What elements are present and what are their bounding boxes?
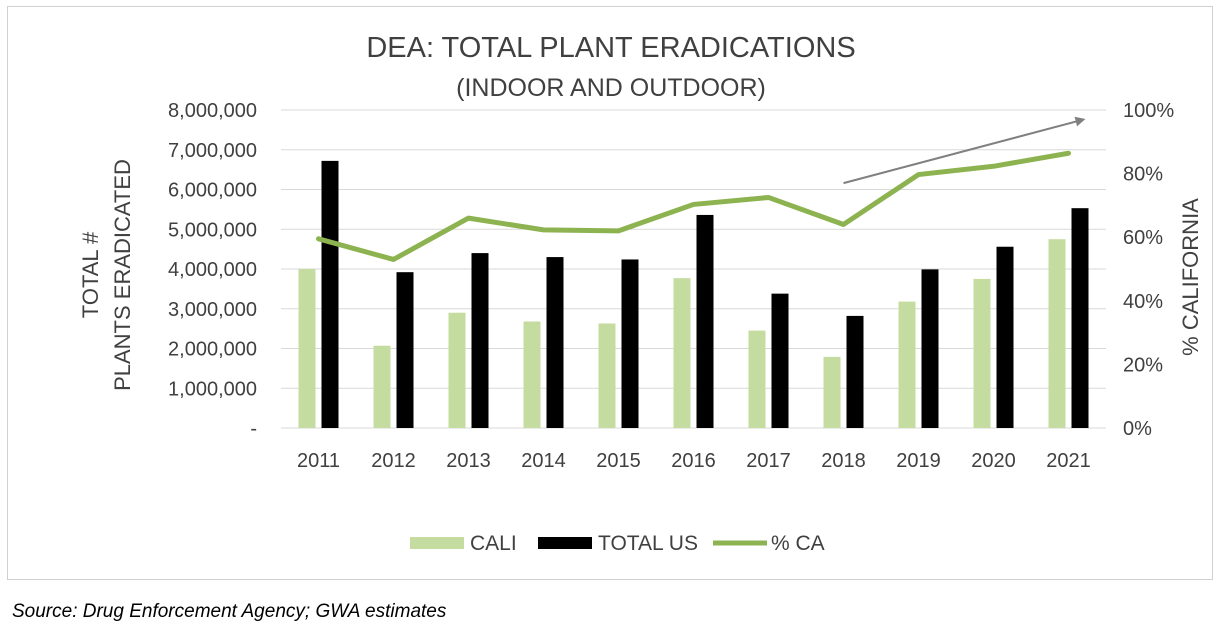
legend-label-pct-ca: % CA: [771, 532, 825, 555]
y-tick-label: 2,000,000: [168, 339, 257, 361]
y-tick-label: 1,000,000: [168, 378, 257, 400]
trend-arrow: [843, 116, 1086, 185]
legend-label-cali: CALI: [470, 532, 517, 555]
y-tick-label: 6,000,000: [168, 180, 257, 202]
legend-swatch-total-us: [538, 537, 592, 549]
legend-swatch-cali: [410, 537, 464, 549]
bar-cali-2013: [448, 312, 466, 428]
bar-cali-2017: [748, 330, 766, 428]
x-tick-label: 2011: [297, 450, 340, 472]
y-axis-label-line2: PLANTS ERADICATED: [110, 159, 135, 391]
bar-total-us-2021: [1071, 208, 1089, 428]
bar-cali-2019: [898, 301, 916, 428]
bar-cali-2015: [598, 323, 616, 428]
bar-total-us-2019: [921, 269, 939, 428]
bar-cali-2020: [973, 278, 991, 428]
y2-tick-label: 60%: [1123, 227, 1163, 249]
x-tick-label: 2014: [521, 450, 566, 472]
gridlines: [281, 109, 1106, 429]
y2-tick-label: 100%: [1123, 100, 1174, 122]
y-tick-label: 8,000,000: [168, 100, 257, 122]
y2-tick-label: 40%: [1123, 291, 1163, 313]
annotation-layer: [843, 116, 1086, 185]
bar-total-us-2017: [771, 293, 789, 428]
x-tick-label: 2012: [371, 450, 416, 472]
legend: CALI TOTAL US % CA: [410, 532, 825, 555]
y2-axis-label: % CALIFORNIA: [1178, 198, 1203, 356]
x-tick-label: 2018: [821, 450, 866, 472]
bar-total-us-2020: [996, 246, 1014, 428]
x-tick-label: 2020: [971, 450, 1016, 472]
x-tick-label: 2016: [671, 450, 716, 472]
bar-total-us-2012: [396, 272, 414, 428]
y2-tick-label: 80%: [1123, 164, 1163, 186]
chart-title: DEA: TOTAL PLANT ERADICATIONS: [366, 32, 855, 64]
x-tick-label: 2013: [446, 450, 491, 472]
bar-cali-2021: [1048, 239, 1066, 428]
y-tick-label: 4,000,000: [168, 259, 257, 281]
bars: [298, 160, 1089, 428]
y2-tick-label: 20%: [1123, 354, 1163, 376]
source-note: Source: Drug Enforcement Agency; GWA est…: [12, 601, 447, 622]
x-tick-label: 2015: [596, 450, 641, 472]
x-tick-label: 2019: [896, 450, 941, 472]
y-axis-ticks: 8,000,000 7,000,000 6,000,000 5,000,000 4,00…: [168, 100, 257, 440]
y-tick-label: 3,000,000: [168, 299, 257, 321]
pct-ca-line-layer: [316, 150, 1071, 262]
y-tick-label: -: [250, 418, 257, 440]
bar-total-us-2011: [321, 160, 339, 428]
y-tick-label: 7,000,000: [168, 140, 257, 162]
bar-cali-2016: [673, 278, 691, 428]
y2-tick-label: 0%: [1123, 418, 1152, 440]
bar-total-us-2018: [846, 315, 864, 428]
chart-svg: DEA: TOTAL PLANT ERADICATIONS (INDOOR AN…: [78, 32, 1203, 555]
bar-cali-2014: [523, 321, 541, 428]
y2-axis-ticks: 100% 80% 60% 40% 20% 0%: [1123, 100, 1174, 440]
y-tick-label: 5,000,000: [168, 219, 257, 241]
bar-cali-2011: [298, 269, 316, 428]
pct-ca-line: [316, 150, 1071, 262]
x-tick-label: 2017: [746, 450, 791, 472]
legend-label-total-us: TOTAL US: [598, 532, 698, 555]
bar-cali-2018: [823, 356, 841, 428]
bar-total-us-2013: [471, 253, 489, 428]
y-axis-label-line1: TOTAL #: [78, 231, 103, 318]
bar-total-us-2015: [621, 259, 639, 428]
bar-total-us-2014: [546, 257, 564, 428]
chart-subtitle: (INDOOR AND OUTDOOR): [456, 74, 766, 102]
x-tick-label: 2021: [1046, 450, 1091, 472]
bar-total-us-2016: [696, 214, 714, 428]
x-axis-ticks: 2011 2012 2013 2014 2015 2016 2017 2018 2019 2020…: [297, 450, 1091, 472]
bar-cali-2012: [373, 345, 391, 428]
chart-frame: DEA: TOTAL PLANT ERADICATIONS (INDOOR AN…: [7, 6, 1213, 580]
